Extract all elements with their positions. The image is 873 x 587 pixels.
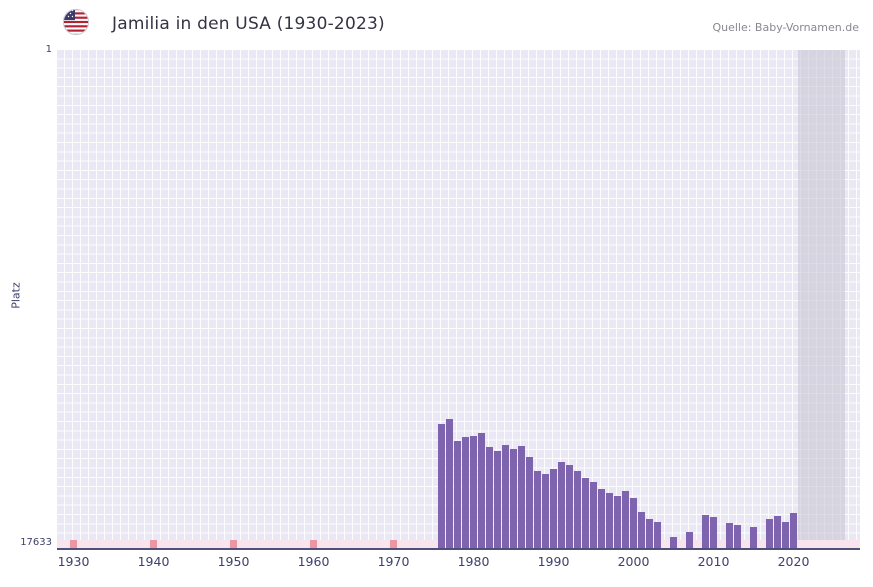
bar <box>542 473 549 548</box>
bar <box>782 521 789 548</box>
bar <box>462 436 469 548</box>
bar <box>446 418 453 548</box>
x-tick-label: 1990 <box>537 554 570 569</box>
no-data-region <box>798 50 845 548</box>
bar <box>638 511 645 548</box>
unranked-mark <box>310 540 317 548</box>
page-title: Jamilia in den USA (1930-2023) <box>112 14 385 34</box>
bar <box>526 456 533 548</box>
bar <box>534 470 541 548</box>
y-axis-top-label: 1 <box>45 44 52 55</box>
bar <box>574 470 581 548</box>
bar <box>614 495 621 548</box>
bar <box>790 513 797 548</box>
bar <box>494 451 501 548</box>
x-tick-label: 1980 <box>457 554 490 569</box>
bar <box>726 523 733 548</box>
bar <box>438 424 445 548</box>
bar <box>670 537 677 548</box>
x-tick-label: 1950 <box>217 554 250 569</box>
x-tick-label: 2000 <box>617 554 650 569</box>
unranked-mark <box>150 540 157 548</box>
bar <box>470 436 477 548</box>
source-credit: Quelle: Baby-Vornamen.de <box>712 21 859 34</box>
bar <box>750 527 757 548</box>
x-tick-label: 1940 <box>137 554 170 569</box>
x-tick-label: 1930 <box>57 554 90 569</box>
x-tick-label: 2020 <box>777 554 810 569</box>
bar <box>598 489 605 548</box>
bar <box>622 490 629 548</box>
bar <box>606 492 613 548</box>
bar <box>454 441 461 548</box>
bar <box>654 521 661 548</box>
unranked-mark <box>390 540 397 548</box>
unranked-mark <box>70 540 77 548</box>
x-tick-label: 1960 <box>297 554 330 569</box>
bar <box>686 531 693 548</box>
bar <box>590 482 597 548</box>
bar <box>510 448 517 548</box>
bar <box>566 465 573 548</box>
bar <box>702 514 709 548</box>
unranked-mark <box>230 540 237 548</box>
bar <box>550 469 557 548</box>
y-axis-bottom-label: 17633 <box>20 537 52 548</box>
us-flag-icon <box>62 8 90 36</box>
x-axis-ticks: 1930 1940 1950 1960 1970 1980 1990 2000 2010 2020 <box>57 554 860 574</box>
bar <box>558 462 565 548</box>
bar <box>646 518 653 548</box>
bar <box>630 498 637 548</box>
bar <box>710 517 717 548</box>
x-tick-label: 1970 <box>377 554 410 569</box>
bar <box>478 432 485 548</box>
bar <box>734 524 741 548</box>
bar <box>582 477 589 548</box>
bar <box>766 518 773 548</box>
x-axis-line <box>57 548 860 550</box>
bar <box>486 446 493 548</box>
bar <box>774 516 781 548</box>
bar <box>502 444 509 548</box>
x-tick-label: 2010 <box>697 554 730 569</box>
y-axis-title: Platz <box>9 282 23 309</box>
plot-area <box>57 50 860 548</box>
bar <box>518 446 525 548</box>
